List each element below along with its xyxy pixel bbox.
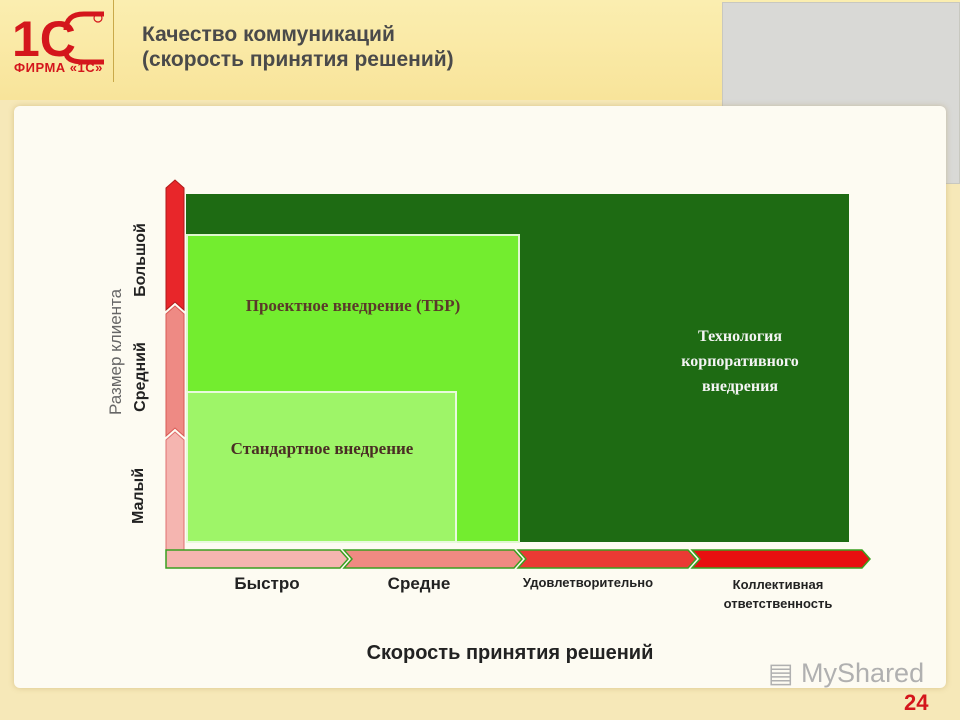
- watermark-text: MyShared: [801, 658, 925, 688]
- title-line-2: (скорость принятия решений): [142, 48, 454, 71]
- watermark: ▤ MyShared: [768, 658, 924, 689]
- page-number: 24: [904, 690, 929, 715]
- header-divider: [113, 0, 114, 82]
- y-arrow-segment-large: [165, 179, 185, 312]
- label-standard: Стандартное внедрение: [230, 439, 414, 458]
- x-axis-title: Скорость принятия решений: [366, 642, 654, 664]
- title-line-1: Качество коммуникаций: [142, 23, 395, 46]
- logo-caption: ФИРМА «1С»: [14, 60, 103, 75]
- page-title: Качество коммуникаций (скорость принятия…: [142, 22, 454, 72]
- watermark-icon: ▤: [768, 658, 794, 688]
- x-level-fast: Быстро: [234, 574, 300, 593]
- region-standard: [186, 391, 457, 543]
- x-arrow-segment-satisfactory: [516, 549, 698, 569]
- x-level-medium: Средне: [387, 574, 451, 593]
- y-level-large: Большой: [132, 223, 149, 297]
- label-project: Проектное внедрение (ТБР): [245, 296, 461, 315]
- x-level-collective-line: ответственность: [723, 596, 833, 611]
- label-technology-line: Технология: [698, 328, 782, 345]
- y-arrow-segment-small: [165, 431, 185, 569]
- firm-1c-logo: 1С: [12, 11, 104, 67]
- x-arrow-segment-collective: [690, 549, 872, 569]
- y-level-medium: Средний: [132, 342, 149, 412]
- label-technology: Технология корпоративного внедрения: [620, 324, 860, 399]
- x-level-collective-line: Коллективная: [732, 577, 824, 592]
- x-level-collective: Коллективная ответственность: [692, 575, 864, 613]
- x-arrow-segment-medium: [342, 549, 524, 569]
- x-level-satisfactory: Удовлетворительно: [522, 575, 654, 590]
- y-axis-title: Размер клиента: [106, 288, 125, 415]
- y-arrow-segment-medium: [165, 305, 185, 438]
- x-arrow-segment-fast: [165, 549, 350, 569]
- y-level-small: Малый: [130, 467, 147, 525]
- label-technology-line: внедрения: [702, 378, 778, 395]
- label-technology-line: корпоративного: [681, 353, 799, 370]
